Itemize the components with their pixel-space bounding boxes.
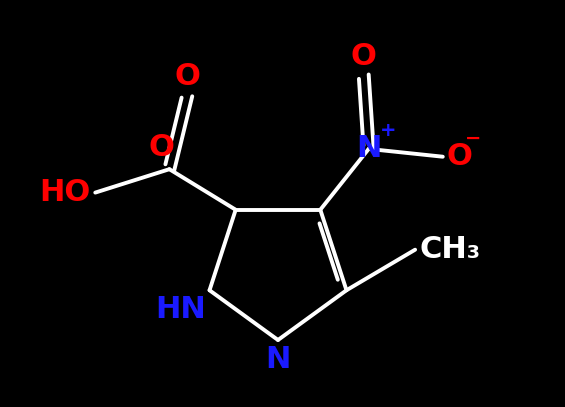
Text: CH₃: CH₃ xyxy=(419,235,480,264)
Text: O: O xyxy=(447,142,473,171)
Text: −: − xyxy=(465,129,481,148)
Text: +: + xyxy=(380,121,396,140)
Text: O: O xyxy=(351,42,377,71)
Text: HO: HO xyxy=(39,178,90,207)
Text: N: N xyxy=(266,345,290,374)
Text: HN: HN xyxy=(155,295,206,324)
Text: N: N xyxy=(356,134,381,164)
Text: O: O xyxy=(175,62,201,91)
Text: O: O xyxy=(149,133,175,162)
